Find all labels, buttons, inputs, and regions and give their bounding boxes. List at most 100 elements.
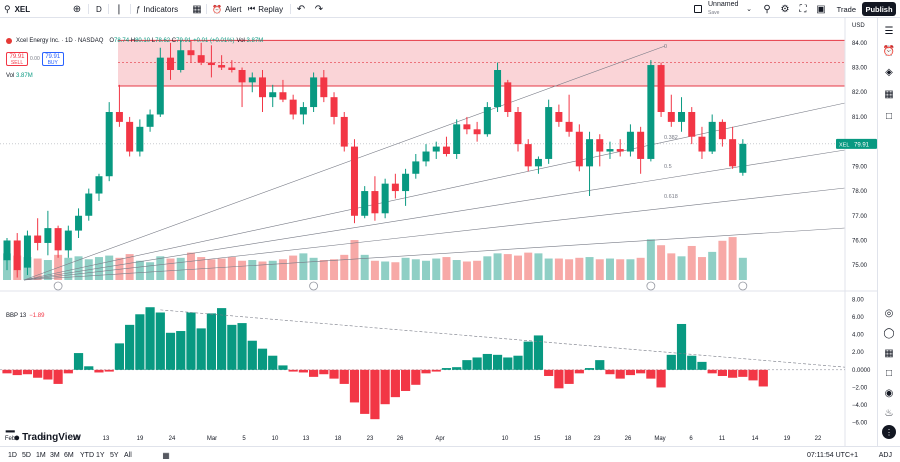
- price-tick-label: 75.00: [852, 263, 868, 269]
- chart-canvas[interactable]: USD84.0083.0082.0081.0080.0079.0078.0077…: [0, 18, 877, 446]
- publish-button[interactable]: Publish: [862, 2, 896, 16]
- candles-chart-type-icon[interactable]: ❘: [114, 3, 124, 15]
- templates-icon[interactable]: ▦: [192, 3, 202, 15]
- ideas-icon[interactable]: ◯: [883, 327, 895, 339]
- time-tick-label: Mar: [207, 436, 217, 442]
- interval-selector[interactable]: D: [96, 4, 102, 14]
- undo-icon[interactable]: ↶: [296, 3, 306, 15]
- buy-button[interactable]: 79.91 BUY: [41, 52, 64, 66]
- event-marker-icon: [53, 281, 63, 291]
- event-marker-circle: [738, 281, 748, 291]
- layout-save-status: Save: [708, 10, 720, 16]
- bbp-bar: [717, 369, 727, 376]
- camera-snapshot-icon[interactable]: ▣: [816, 3, 826, 15]
- last-price-marker: XEL 79.91: [836, 138, 877, 149]
- bbp-bar: [421, 369, 431, 374]
- volume-bar: [207, 259, 216, 280]
- indicators-button[interactable]: ƒ Indicators: [136, 0, 178, 18]
- bbp-bar: [625, 369, 636, 376]
- target-icon[interactable]: ◎: [884, 307, 894, 319]
- bbp-bar: [298, 369, 308, 373]
- time-tick-label: 10: [502, 436, 509, 442]
- volume-bar: [595, 259, 604, 280]
- symbol-search[interactable]: ⚲ XEL: [4, 0, 56, 18]
- replay-button[interactable]: ⏮ Replay: [248, 0, 283, 18]
- chevron-down-icon[interactable]: ⌄: [746, 6, 752, 13]
- fullscreen-icon[interactable]: ⛶: [799, 3, 807, 15]
- event-marker-icon: [646, 281, 656, 291]
- chart-area[interactable]: USD84.0083.0082.0081.0080.0079.0078.0077…: [0, 18, 877, 446]
- watchlist-icon[interactable]: ☰: [884, 25, 894, 37]
- oscillator-tick-label: 4.00: [852, 333, 864, 339]
- volume-bar: [544, 258, 553, 280]
- adjust-data-toggle[interactable]: ADJ: [878, 451, 892, 459]
- notification-bell-icon[interactable]: ♨: [884, 407, 894, 419]
- calendar-goto-icon[interactable]: ▦: [162, 450, 170, 460]
- layout-name[interactable]: Unnamed Save: [708, 1, 758, 17]
- calendar-icon[interactable]: ▦: [884, 88, 894, 100]
- tradingview-logo[interactable]: ▔● TradingView: [6, 431, 81, 444]
- bbp-bar: [155, 312, 165, 370]
- range-1m[interactable]: 1M: [36, 451, 46, 459]
- volume-bar: [687, 245, 696, 280]
- range-3m[interactable]: 3M: [50, 451, 60, 459]
- bbp-bar: [53, 369, 63, 384]
- bbp-bar: [104, 369, 114, 372]
- calendar-events-icon[interactable]: ▦: [884, 347, 894, 359]
- redo-icon[interactable]: ↷: [314, 3, 324, 15]
- candle-body: [698, 136, 706, 152]
- volume-indicator-label[interactable]: Vol 3.87M: [6, 73, 33, 79]
- candle-body: [259, 77, 266, 98]
- bbp-bar: [94, 369, 104, 373]
- range-ytd[interactable]: YTD: [80, 451, 94, 459]
- alarm-clock-icon[interactable]: ⏰: [882, 45, 896, 57]
- volume-bar: [565, 259, 574, 280]
- range-1d[interactable]: 1D: [8, 451, 17, 459]
- range-5d[interactable]: 5D: [22, 451, 31, 459]
- symbol-legend[interactable]: Xcel Energy Inc. · 1D · NASDAQ O78.74 H8…: [6, 38, 263, 44]
- bbp-bar: [329, 369, 339, 379]
- quick-search-icon[interactable]: ⚲: [763, 3, 771, 15]
- range-5y[interactable]: 5Y: [110, 451, 119, 459]
- bbp-bar: [227, 324, 237, 370]
- sell-button[interactable]: 79.91 SELL: [6, 52, 28, 66]
- bbp-bar: [482, 353, 492, 370]
- bbp-bar: [339, 369, 349, 384]
- candle-body: [657, 65, 665, 112]
- indicators-label: Indicators: [143, 4, 179, 14]
- volume-bar: [268, 260, 277, 280]
- chat-bubble-icon[interactable]: □: [885, 110, 893, 122]
- candle-body: [463, 124, 471, 130]
- oscillator-tick-label: 2.00: [852, 350, 864, 356]
- bbp-indicator-label[interactable]: BBP 13 −1.89: [6, 313, 45, 319]
- bbp-bar: [687, 355, 697, 370]
- settings-gear-icon[interactable]: ⚙: [780, 3, 790, 15]
- candle-body: [473, 129, 481, 135]
- range-all[interactable]: All: [124, 451, 132, 459]
- price-tick-label: 79.00: [852, 164, 868, 170]
- volume-bar: [309, 257, 318, 280]
- range-6m[interactable]: 6M: [64, 451, 74, 459]
- candle-body: [637, 131, 645, 159]
- help-icon[interactable]: ⋮: [882, 425, 896, 439]
- volume-bar: [64, 257, 73, 280]
- bbp-bar: [390, 369, 400, 398]
- layers-icon[interactable]: ◈: [885, 66, 893, 78]
- compare-symbol-icon[interactable]: ⊕: [72, 3, 82, 15]
- trade-button[interactable]: Trade: [836, 4, 856, 14]
- alert-button[interactable]: ⏰ Alert: [212, 0, 241, 18]
- time-tick-label: 22: [815, 436, 822, 442]
- bbp-bar: [73, 353, 84, 370]
- bbp-bar: [728, 369, 738, 378]
- bbp-bar: [257, 348, 268, 370]
- candle-body: [207, 62, 215, 66]
- candle-body: [575, 131, 583, 167]
- range-1y[interactable]: 1Y: [96, 451, 105, 459]
- timezone-clock[interactable]: 07:11:54 UTC+1: [806, 451, 858, 459]
- layout-toggle-icon[interactable]: [694, 5, 702, 13]
- chat-icon[interactable]: □: [885, 367, 893, 379]
- broadcast-icon[interactable]: ◉: [884, 387, 894, 399]
- candle-body: [320, 77, 328, 98]
- bbp-bar: [176, 331, 186, 370]
- time-tick-label: 14: [752, 436, 759, 442]
